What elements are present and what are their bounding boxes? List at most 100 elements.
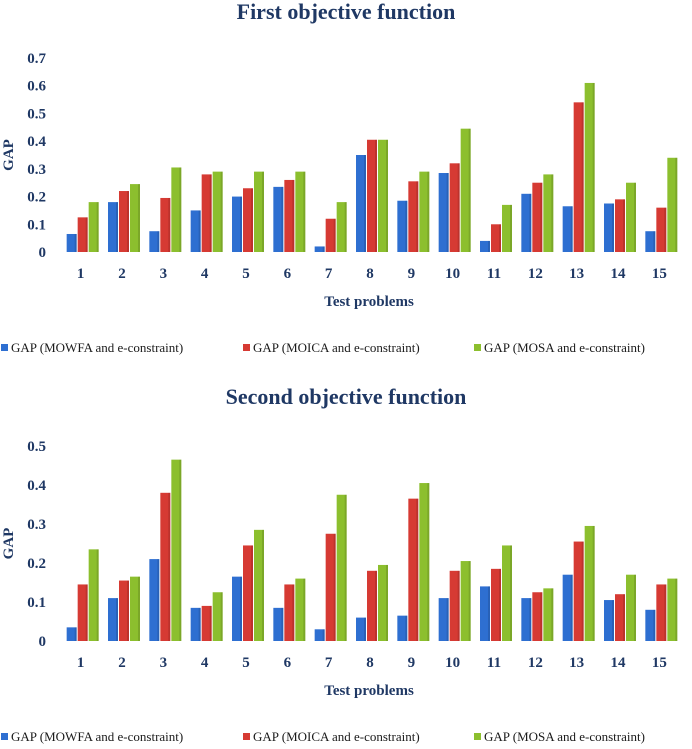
bar-shade bbox=[127, 580, 129, 641]
bar bbox=[66, 627, 77, 641]
chart-title: First objective function bbox=[237, 0, 456, 24]
bar bbox=[615, 594, 625, 641]
x-tick-label: 3 bbox=[160, 655, 168, 671]
legend: GAP (MOWFA and e-constraint) GAP (MOICA a… bbox=[1, 340, 645, 355]
bar-shade bbox=[292, 179, 295, 252]
y-axis-label: GAP bbox=[1, 139, 17, 171]
bar bbox=[160, 492, 171, 641]
bar bbox=[190, 210, 201, 252]
bar-shade bbox=[446, 598, 449, 641]
bar-shade bbox=[292, 584, 295, 641]
bar-shade bbox=[592, 82, 595, 252]
bar bbox=[645, 231, 656, 252]
bar bbox=[491, 568, 501, 641]
bar bbox=[667, 578, 678, 641]
bar-shade bbox=[168, 492, 171, 641]
x-tick-label: 2 bbox=[118, 655, 126, 671]
bar-shade bbox=[116, 598, 118, 641]
bar-shade bbox=[551, 588, 554, 641]
bar-shade bbox=[344, 202, 347, 252]
x-tick-label: 2 bbox=[118, 266, 126, 282]
bar-shade bbox=[499, 568, 501, 641]
bar bbox=[356, 617, 366, 641]
x-tick-label: 11 bbox=[487, 266, 501, 282]
bar-shade bbox=[168, 197, 171, 252]
bar bbox=[584, 525, 595, 641]
x-tick-label: 8 bbox=[366, 655, 374, 671]
bar-shade bbox=[303, 171, 306, 252]
x-tick-label: 1 bbox=[77, 266, 85, 282]
bar-shade bbox=[116, 202, 118, 252]
bar bbox=[336, 494, 347, 641]
bar bbox=[314, 246, 325, 252]
bar-shade bbox=[570, 206, 573, 252]
x-tick-label: 9 bbox=[408, 655, 416, 671]
bar-shade bbox=[540, 182, 543, 252]
chart-1: First objective function GAP 0 0.1 0.2 0.3 0.4… bbox=[1, 0, 678, 355]
bar bbox=[584, 82, 595, 252]
x-tick-label: 7 bbox=[325, 655, 333, 671]
bar-shade bbox=[488, 240, 490, 252]
y-tick-label: 0.1 bbox=[27, 595, 46, 611]
bar-shade bbox=[529, 598, 532, 641]
bar-shade bbox=[457, 570, 460, 641]
x-tick-label: 5 bbox=[242, 655, 250, 671]
x-tick-label: 4 bbox=[201, 266, 209, 282]
bar bbox=[171, 459, 182, 641]
bar-shade bbox=[179, 167, 182, 252]
x-tick-label: 10 bbox=[445, 266, 460, 282]
bar bbox=[160, 197, 171, 252]
bar-shade bbox=[416, 498, 419, 641]
y-tick-label: 0.3 bbox=[27, 162, 46, 178]
bar-shade bbox=[634, 182, 636, 252]
bar bbox=[356, 155, 366, 252]
y-tick-label: 0.2 bbox=[27, 556, 46, 572]
bar-shade bbox=[570, 574, 573, 641]
x-tick-label: 10 bbox=[445, 655, 460, 671]
legend-swatch bbox=[243, 344, 250, 351]
legend-label: GAP (MOICA and e-constraint) bbox=[253, 729, 420, 744]
bar-shade bbox=[74, 233, 77, 252]
bar-shade bbox=[85, 217, 88, 252]
bar bbox=[460, 561, 471, 641]
bar bbox=[119, 191, 129, 252]
bar-shade bbox=[303, 578, 306, 641]
bar bbox=[284, 584, 295, 641]
bar-shade bbox=[138, 576, 140, 641]
bar-shade bbox=[179, 459, 182, 641]
bar bbox=[232, 576, 242, 641]
bar bbox=[325, 533, 336, 641]
bar-shade bbox=[675, 157, 678, 252]
bar-shade bbox=[209, 174, 212, 252]
bar bbox=[378, 139, 388, 252]
bar bbox=[201, 174, 212, 252]
bar bbox=[212, 171, 223, 252]
y-tick-label: 0.5 bbox=[27, 106, 46, 122]
bar bbox=[243, 188, 253, 252]
bar bbox=[88, 549, 99, 641]
bar bbox=[532, 592, 543, 641]
y-tick-label: 0.5 bbox=[27, 439, 46, 455]
bar bbox=[408, 181, 419, 252]
bar bbox=[171, 167, 182, 252]
bar-shade bbox=[529, 193, 532, 252]
bar bbox=[667, 157, 678, 252]
bar-shade bbox=[364, 617, 366, 641]
bar-shade bbox=[322, 629, 325, 641]
bar-shade bbox=[138, 184, 140, 252]
legend-swatch bbox=[1, 733, 8, 740]
bar bbox=[243, 545, 253, 641]
bar-shade bbox=[653, 231, 656, 252]
bar bbox=[573, 541, 584, 641]
bar-shade bbox=[675, 578, 678, 641]
chart-title: Second objective function bbox=[226, 384, 467, 409]
bar-shade bbox=[612, 600, 614, 641]
bar bbox=[336, 202, 347, 252]
bar-shade bbox=[581, 541, 584, 641]
y-tick-label: 0.4 bbox=[27, 134, 46, 150]
bar bbox=[367, 570, 377, 641]
bar-shade bbox=[446, 173, 449, 252]
bar bbox=[295, 578, 306, 641]
x-tick-label: 13 bbox=[569, 655, 584, 671]
bar-shade bbox=[364, 155, 366, 252]
